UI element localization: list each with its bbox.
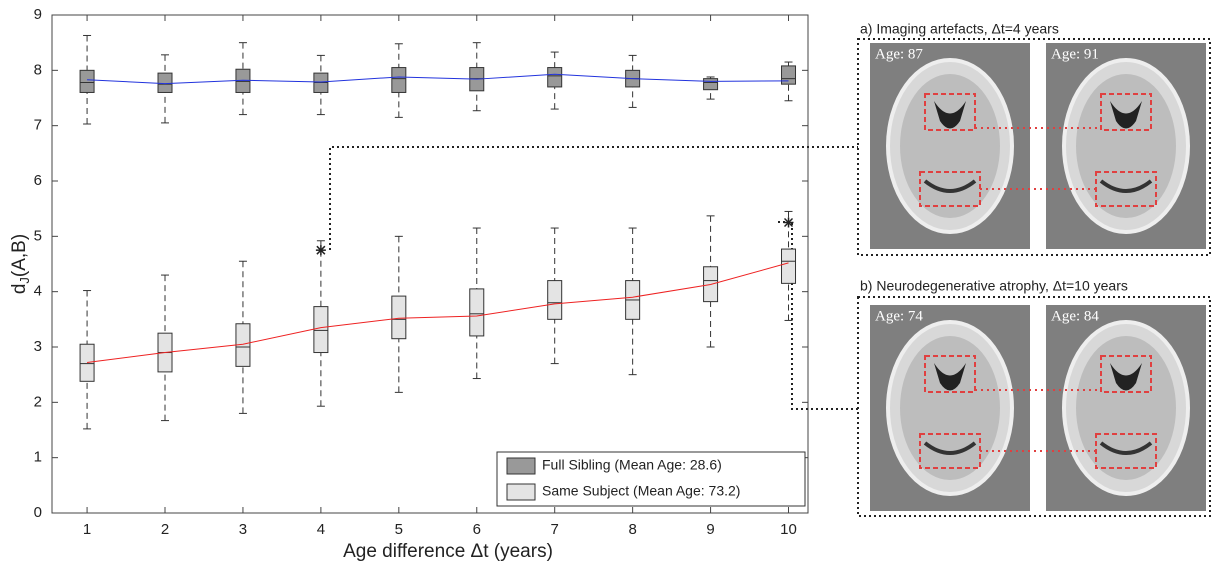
plot-frame [51,14,809,514]
cerebellum [923,179,977,193]
ventricle [934,101,966,129]
y-tick-label: 7 [34,117,42,134]
legend-label: Full Sibling (Mean Age: 28.6) [542,457,722,473]
box [313,306,329,354]
y-axis-label: dJ(A,B) [9,234,32,294]
box [157,72,173,93]
x-tick-label: 2 [161,521,169,538]
box [391,295,407,340]
panel-frame [857,38,1211,256]
roi [924,355,976,393]
roi [1100,93,1152,131]
x-tick-label: 9 [706,521,714,538]
brain-inner [1076,336,1176,480]
x-tick-label: 8 [628,521,636,538]
cerebellum [1099,179,1153,193]
box [547,67,563,88]
brain-inner [1076,74,1176,218]
brain-inner [900,336,1000,480]
y-tick-label: 0 [34,504,42,521]
y-tick-label: 3 [34,338,42,355]
cerebellum [1099,441,1153,455]
y-tick-label: 6 [34,172,42,189]
outlier-stroke [783,217,794,228]
x-tick-label: 10 [780,521,797,538]
box [703,78,719,91]
roi [1100,355,1152,393]
x-tick-label: 5 [395,521,403,538]
x-tick-label: 6 [473,521,481,538]
legend-box [496,451,806,507]
box [781,248,797,284]
brain-inner [900,74,1000,218]
x-tick-label: 1 [83,521,91,538]
mean-line [87,73,789,85]
y-tick-label: 4 [34,283,42,300]
panel-title: a) Imaging artefacts, Δt=4 years [860,21,1059,37]
y-tick-label: 2 [34,393,42,410]
y-label-main: d [9,284,30,295]
outlier [783,217,794,228]
x-axis-label: Age difference Δt (years) [343,541,553,562]
y-label-rest: (A,B) [9,234,30,277]
y-tick-label: 5 [34,227,42,244]
age-label: Age: 84 [1051,308,1099,324]
ventricle [1110,101,1142,129]
outlier-stroke [316,245,326,255]
legend-swatch [506,483,536,501]
panel-title: b) Neurodegenerative atrophy, Δt=10 year… [860,278,1128,294]
age-label: Age: 91 [1051,46,1099,62]
box [79,69,95,93]
ventricle [1110,363,1142,391]
cerebellum [923,441,977,455]
box [79,343,95,382]
brain-images: Age: 87 Age: 91 Age: 74 Age: 84 [870,43,1206,511]
age-label: Age: 87 [875,46,923,62]
age-label: Age: 74 [875,308,923,324]
legend-label: Same Subject (Mean Age: 73.2) [542,483,740,499]
legend-swatch [506,457,536,475]
box [781,65,797,85]
y-tick-label: 9 [34,6,42,23]
y-label-sub: J [17,277,32,284]
mean-line [87,262,789,363]
connector [329,146,858,250]
panel-frame [857,296,1211,517]
roi [924,93,976,131]
box [547,280,563,320]
outlier [315,245,326,256]
y-tick-label: 1 [34,449,42,466]
y-tick-label: 8 [34,61,42,78]
x-tick-label: 3 [239,521,247,538]
x-tick-label: 7 [551,521,559,538]
box [469,288,485,337]
ventricle [934,363,966,391]
box [391,67,407,93]
x-tick-label: 4 [317,521,325,538]
